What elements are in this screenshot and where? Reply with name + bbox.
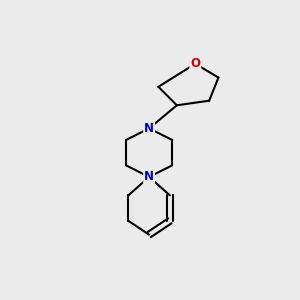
Text: N: N xyxy=(144,170,154,183)
Text: O: O xyxy=(190,57,200,70)
Text: N: N xyxy=(144,122,154,135)
